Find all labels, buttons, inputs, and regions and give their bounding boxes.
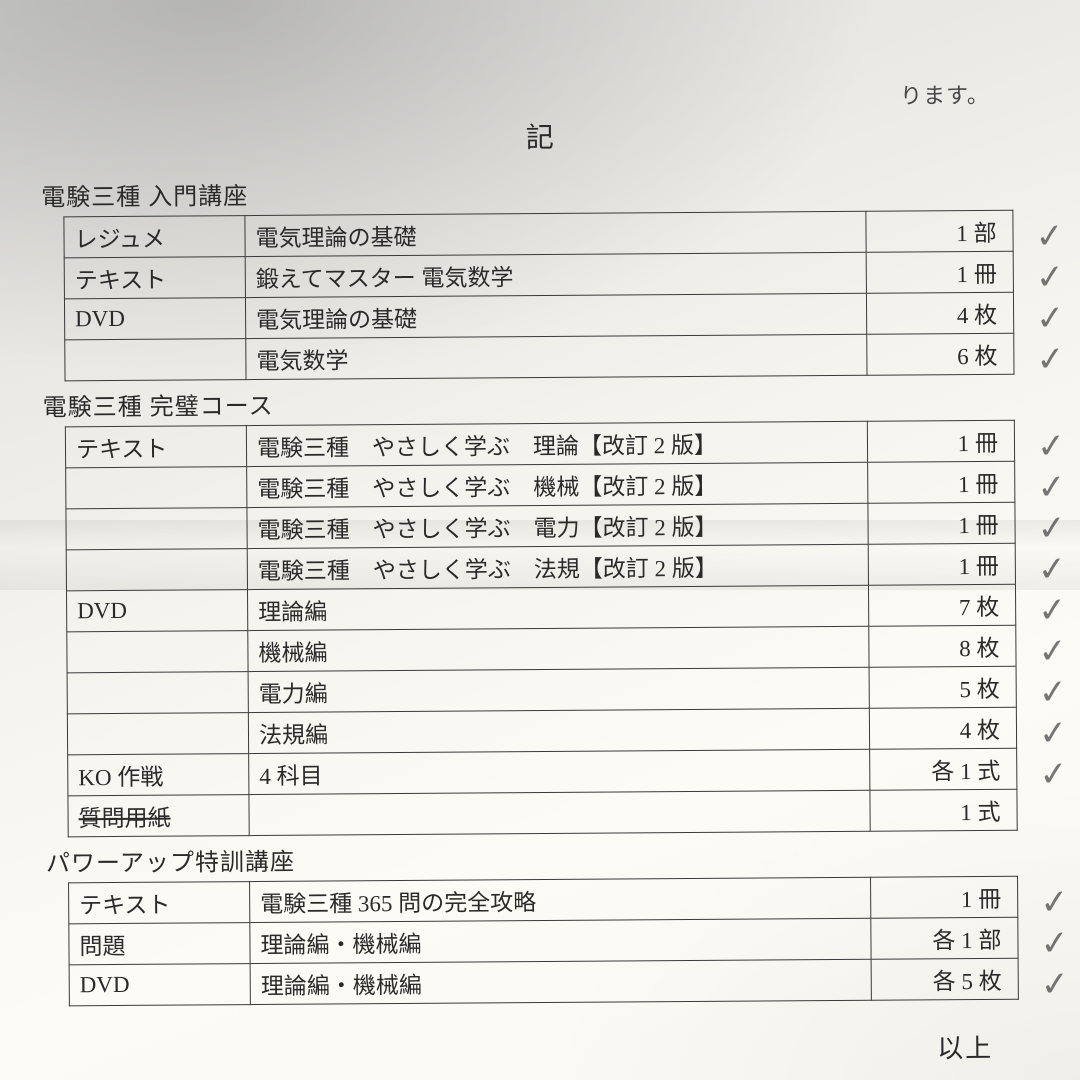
cell-category — [66, 508, 247, 550]
check-mark-icon: ✓ — [1035, 338, 1066, 380]
check-mark-icon: ✓ — [1037, 630, 1068, 672]
cell-description: 電験三種 やさしく学ぶ 理論【改訂 2 版】 — [246, 421, 867, 466]
cell-quantity: 4 枚 — [869, 707, 1016, 749]
check-mark-icon: ✓ — [1037, 589, 1068, 631]
table-section-2: テキスト 電験三種 やさしく学ぶ 理論【改訂 2 版】 1 冊 電験三種 やさし… — [65, 420, 1018, 838]
cell-category: KO 作戦 — [68, 754, 249, 796]
cell-quantity: 1 冊 — [867, 420, 1014, 462]
cell-quantity: 4 枚 — [866, 292, 1013, 334]
cell-description: 電気数学 — [246, 334, 867, 379]
cell-category: DVD — [67, 590, 248, 632]
cell-description: 電験三種 やさしく学ぶ 電力【改訂 2 版】 — [247, 503, 868, 548]
check-mark-icon: ✓ — [1038, 753, 1069, 795]
check-mark-icon: ✓ — [1034, 215, 1065, 257]
cell-description: 電気理論の基礎 — [245, 211, 866, 256]
table-row: 質問用紙 1 式 — [68, 789, 1017, 837]
cell-category — [65, 339, 246, 381]
cell-category: テキスト — [69, 882, 250, 924]
cell-description: 理論編 — [247, 585, 868, 630]
table-row: DVD 理論編・機械編 各 5 枚 — [69, 958, 1018, 1006]
cropped-text-fragment: ります。 — [900, 78, 990, 111]
cell-description — [249, 790, 870, 835]
cell-quantity: 8 枚 — [869, 625, 1016, 667]
cell-quantity: 1 冊 — [868, 502, 1015, 544]
cell-category — [66, 549, 247, 591]
cell-quantity: 各 1 式 — [870, 748, 1017, 790]
cell-category — [66, 467, 247, 509]
cell-category-struck: 質問用紙 — [68, 795, 249, 837]
table-row: 電験三種 やさしく学ぶ 機械【改訂 2 版】 1 冊 — [66, 461, 1015, 509]
table-row: 問題 理論編・機械編 各 1 部 — [69, 917, 1018, 965]
cell-category: DVD — [64, 298, 245, 340]
check-mark-icon: ✓ — [1036, 466, 1067, 508]
table-row: 電験三種 やさしく学ぶ 電力【改訂 2 版】 1 冊 — [66, 502, 1015, 550]
check-mark-icon: ✓ — [1039, 963, 1070, 1005]
table-row: DVD 電気理論の基礎 4 枚 — [64, 292, 1013, 340]
cell-quantity: 1 冊 — [868, 543, 1015, 585]
table-section-3: テキスト 電験三種 365 問の完全攻略 1 冊 問題 理論編・機械編 各 1 … — [68, 876, 1019, 1007]
table-row: テキスト 鍛えてマスター 電気数学 1 冊 — [64, 251, 1013, 299]
check-mark-icon: ✓ — [1038, 712, 1069, 754]
cell-quantity: 1 部 — [866, 210, 1013, 252]
check-mark-icon: ✓ — [1036, 425, 1067, 467]
cell-quantity: 1 式 — [870, 789, 1017, 831]
table-row: 法規編 4 枚 — [67, 707, 1016, 755]
cell-description: 電験三種 やさしく学ぶ 機械【改訂 2 版】 — [247, 462, 868, 507]
cell-description: 法規編 — [248, 708, 869, 753]
table-section-1: レジュメ 電気理論の基礎 1 部 テキスト 鍛えてマスター 電気数学 1 冊 D… — [63, 210, 1014, 382]
cell-quantity: 各 1 部 — [871, 917, 1018, 959]
table-row: 機械編 8 枚 — [67, 625, 1016, 673]
cell-category — [67, 672, 248, 714]
cell-quantity: 6 枚 — [867, 333, 1014, 375]
cell-quantity: 7 枚 — [868, 584, 1015, 626]
table-row: 電験三種 やさしく学ぶ 法規【改訂 2 版】 1 冊 — [66, 543, 1015, 591]
section-title-3: パワーアップ特訓講座 — [46, 836, 1052, 878]
footer-ijo: 以上 — [43, 1028, 993, 1072]
table-row: 電力編 5 枚 — [67, 666, 1016, 714]
cell-description: 電気理論の基礎 — [245, 293, 866, 338]
table-row: テキスト 電験三種 やさしく学ぶ 理論【改訂 2 版】 1 冊 — [65, 420, 1014, 468]
cell-quantity: 1 冊 — [866, 251, 1013, 293]
check-mark-icon: ✓ — [1039, 922, 1070, 964]
table-row: テキスト 電験三種 365 問の完全攻略 1 冊 — [69, 876, 1018, 924]
section-title-1: 電験三種 入門講座 — [41, 170, 1047, 212]
heading-ki: 記 — [37, 112, 1047, 159]
cell-quantity: 各 5 枚 — [871, 958, 1018, 1000]
cell-category: DVD — [69, 964, 250, 1006]
cell-description: 電力編 — [248, 667, 869, 712]
table-row: KO 作戦 4 科目 各 1 式 — [68, 748, 1017, 796]
cell-category: 問題 — [69, 923, 250, 965]
table-row: 電気数学 6 枚 — [65, 333, 1014, 381]
cell-category — [67, 631, 248, 673]
cell-description: 4 科目 — [249, 749, 870, 794]
cell-category: レジュメ — [64, 216, 245, 258]
cell-description: 鍛えてマスター 電気数学 — [245, 252, 866, 297]
check-mark-icon: ✓ — [1036, 548, 1067, 590]
cell-description: 電験三種 やさしく学ぶ 法規【改訂 2 版】 — [247, 544, 868, 589]
check-mark-icon: ✓ — [1035, 297, 1066, 339]
cell-description: 理論編・機械編 — [250, 959, 871, 1004]
check-mark-icon: ✓ — [1039, 881, 1070, 923]
check-mark-icon: ✓ — [1034, 256, 1065, 298]
check-mark-icon: ✓ — [1036, 507, 1067, 549]
table-row: DVD 理論編 7 枚 — [67, 584, 1016, 632]
cell-description: 理論編・機械編 — [250, 918, 871, 963]
table-row: レジュメ 電気理論の基礎 1 部 — [64, 210, 1013, 258]
cell-description: 電験三種 365 問の完全攻略 — [250, 877, 871, 922]
cell-description: 機械編 — [248, 626, 869, 671]
cell-category: テキスト — [65, 426, 246, 468]
section-title-2: 電験三種 完璧コース — [43, 380, 1049, 422]
document-page: 記 電験三種 入門講座 レジュメ 電気理論の基礎 1 部 テキスト 鍛えてマスタ… — [37, 106, 1054, 1071]
cell-quantity: 1 冊 — [871, 876, 1018, 918]
cell-category: テキスト — [64, 257, 245, 299]
cell-quantity: 5 枚 — [869, 666, 1016, 708]
check-mark-icon: ✓ — [1037, 671, 1068, 713]
cell-category — [67, 713, 248, 755]
cell-quantity: 1 冊 — [868, 461, 1015, 503]
